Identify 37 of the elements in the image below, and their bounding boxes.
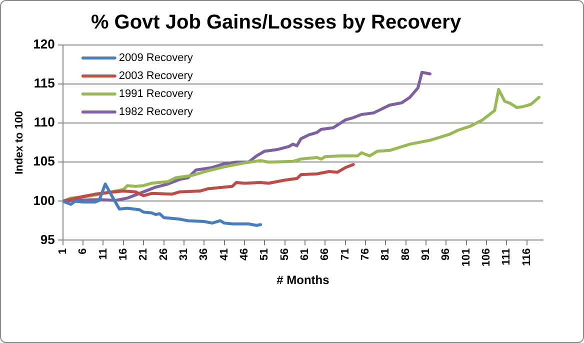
- x-tick-label: 81: [380, 248, 392, 260]
- x-tick-label: 11: [97, 248, 110, 260]
- x-tick-label: 6: [77, 248, 90, 254]
- x-tick-label: 56: [278, 248, 291, 260]
- x-tick-label: 1: [56, 248, 69, 254]
- x-tick-label: 21: [138, 248, 150, 260]
- x-tick-label: 61: [298, 248, 311, 260]
- y-axis-title: Index to 100: [14, 110, 26, 174]
- y-tick-label: 95: [40, 232, 55, 247]
- x-tick-label: 101: [460, 248, 472, 267]
- x-tick-label: 111: [500, 248, 513, 266]
- x-tick-label: 66: [319, 248, 332, 260]
- legend-label: 2009 Recovery: [118, 52, 194, 64]
- x-tick-label: 36: [198, 248, 210, 260]
- chart-title: % Govt Job Gains/Losses by Recovery: [90, 12, 462, 34]
- legend-label: 2003 Recovery: [118, 70, 194, 82]
- legend-label: 1991 Recovery: [118, 88, 194, 100]
- y-tick-label: 110: [34, 114, 55, 130]
- y-tick-label: 115: [34, 76, 55, 91]
- x-tick-label: 116: [520, 248, 533, 266]
- x-tick-label: 46: [238, 248, 250, 260]
- x-tick-label: 96: [440, 248, 452, 260]
- x-axis-title: # Months: [276, 273, 330, 288]
- x-tick-label: 71: [339, 248, 352, 260]
- x-tick-label: 51: [258, 248, 271, 260]
- y-tick-label: 120: [33, 36, 55, 52]
- x-tick-label: 16: [117, 248, 130, 260]
- x-tick-label: 106: [480, 248, 493, 267]
- y-tick-label: 105: [33, 154, 55, 169]
- x-tick-label: 76: [360, 248, 372, 260]
- x-tick-label: 26: [158, 248, 170, 260]
- x-tick-label: 91: [420, 248, 432, 260]
- x-tick-label: 41: [218, 248, 230, 260]
- legend-label: 1982 Recovery: [118, 106, 194, 118]
- x-tick-label: 86: [400, 248, 412, 260]
- x-tick-label: 31: [178, 248, 190, 260]
- y-tick-label: 100: [33, 192, 55, 208]
